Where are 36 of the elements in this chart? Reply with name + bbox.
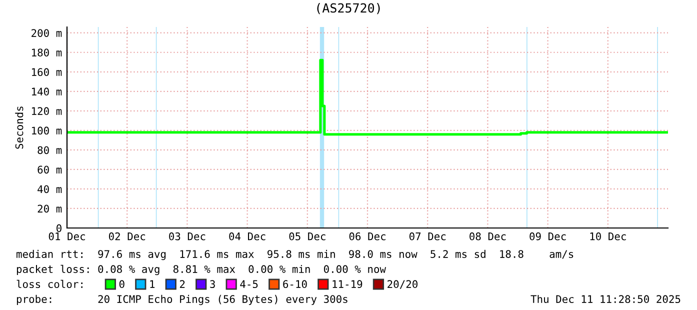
- legend-title: loss color:: [16, 280, 82, 288]
- y-tick-label: 20 m: [38, 204, 62, 213]
- legend-label: 0: [119, 280, 124, 288]
- legend-label: 4-5: [240, 280, 258, 288]
- y-tick-label: 40 m: [38, 185, 62, 194]
- x-tick-label: 09 Dec: [530, 232, 566, 240]
- legend-label: 6-10: [283, 280, 307, 288]
- y-tick-label: 200 m: [32, 29, 62, 37]
- x-tick-label: 08 Dec: [470, 232, 506, 240]
- y-tick-label: 160 m: [32, 68, 62, 76]
- x-tick-label: 07 Dec: [409, 232, 446, 240]
- x-tick-label: 01 Dec: [48, 232, 85, 240]
- y-tick-label: 0: [56, 224, 62, 232]
- y-tick-label: 100 m: [32, 126, 62, 135]
- legend-label: 20/20: [388, 280, 418, 289]
- text: packet loss: 0.08 % avg 8.81 % max 0.00 % min 0.00 % now: [16, 264, 386, 276]
- y-axis-title: Seconds: [15, 106, 24, 149]
- x-tick-label: 03 Dec: [169, 232, 206, 240]
- x-tick-label: 10 Dec: [590, 232, 626, 240]
- y-tick-label: 120 m: [32, 107, 62, 116]
- y-tick-label: 60 m: [38, 166, 62, 174]
- text: Thu Dec 11 11:28:50 2025: [530, 294, 680, 304]
- chart-title: (AS25720): [317, 3, 380, 14]
- x-tick-label: 05 Dec: [289, 232, 326, 240]
- legend-label: 11-19: [332, 280, 362, 288]
- legend-label: 1: [150, 280, 155, 288]
- x-tick-label: 02 Dec: [108, 232, 146, 240]
- x-tick-label: 06 Dec: [349, 232, 386, 240]
- y-tick-label: 80 m: [38, 146, 62, 154]
- legend-label: 3: [210, 280, 215, 288]
- y-tick-label: 140 m: [32, 88, 62, 96]
- text: probe: 20 ICMP Echo Pings (56 Bytes) every 300s: [16, 294, 348, 306]
- y-tick-label: 180 m: [32, 48, 62, 56]
- x-tick-label: 04 Dec: [229, 232, 266, 240]
- legend-label: 2: [180, 280, 185, 288]
- text: median rtt: 97.6 ms avg 171.6 ms max 95.8 ms min 98.0 ms now 5.2 ms sd 18.8 am/s: [16, 250, 574, 260]
